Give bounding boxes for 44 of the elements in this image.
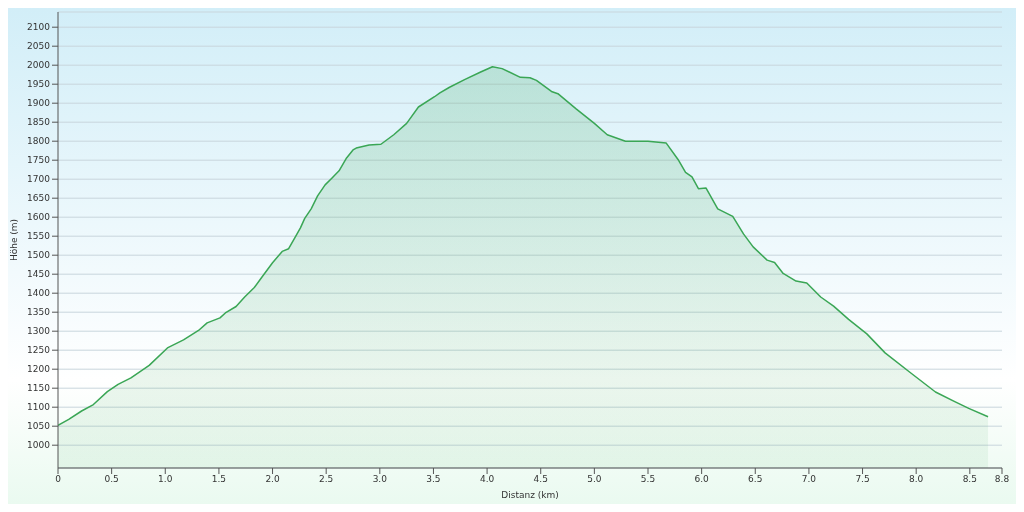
- y-tick-label: 1550: [27, 231, 51, 242]
- y-tick-label: 2050: [27, 41, 51, 52]
- y-tick-label: 1400: [27, 288, 51, 299]
- y-tick-label: 1050: [27, 421, 51, 432]
- x-tick-label: 7.0: [801, 474, 817, 485]
- y-tick-label: 1800: [27, 136, 51, 147]
- y-tick-label: 1300: [27, 326, 51, 337]
- y-tick-label: 1450: [27, 269, 51, 280]
- y-tick-label: 1250: [27, 345, 51, 356]
- x-tick-label: 2.0: [265, 474, 280, 485]
- x-tick-label: 5.5: [640, 474, 656, 485]
- x-tick-label: 8.0: [909, 474, 924, 485]
- x-tick-label: 1.0: [158, 474, 173, 485]
- x-tick-label: 3.0: [372, 474, 388, 485]
- x-tick-label: 0.5: [104, 474, 119, 485]
- y-tick-label: 1650: [27, 193, 51, 204]
- y-tick-label: 1500: [27, 250, 51, 261]
- x-tick-label: 5.0: [587, 474, 602, 485]
- y-tick-label: 1750: [27, 155, 51, 166]
- x-tick-label: 1.5: [211, 474, 227, 485]
- x-axis-title: Distanz (km): [501, 490, 559, 500]
- x-tick-label: 7.5: [855, 474, 870, 485]
- y-tick-label: 1350: [27, 307, 51, 318]
- y-axis-title: Höhe (m): [9, 218, 20, 262]
- y-tick-label: 1950: [27, 79, 51, 90]
- x-tick-label: 2.5: [319, 474, 334, 485]
- y-tick-label: 1100: [27, 402, 51, 413]
- y-tick-label: 1700: [27, 174, 51, 185]
- y-tick-label: 1150: [27, 383, 51, 394]
- x-tick-label: 4.0: [479, 474, 495, 485]
- y-tick-label: 1850: [27, 117, 51, 128]
- y-tick-label: 1600: [27, 212, 51, 223]
- x-tick-label: 8.8: [994, 474, 1010, 485]
- x-tick-label: 8.5: [962, 474, 977, 485]
- y-tick-label: 2000: [27, 60, 51, 71]
- x-tick-label: 4.5: [533, 474, 548, 485]
- x-tick-label: 6.0: [694, 474, 710, 485]
- y-tick-label: 2100: [27, 22, 51, 33]
- y-tick-label: 1900: [27, 98, 51, 109]
- y-tick-label: 1000: [27, 440, 51, 451]
- y-tick-label: 1200: [27, 364, 51, 375]
- x-tick-label: 6.5: [748, 474, 763, 485]
- x-tick-label: 0: [55, 474, 62, 485]
- x-tick-label: 3.5: [426, 474, 441, 485]
